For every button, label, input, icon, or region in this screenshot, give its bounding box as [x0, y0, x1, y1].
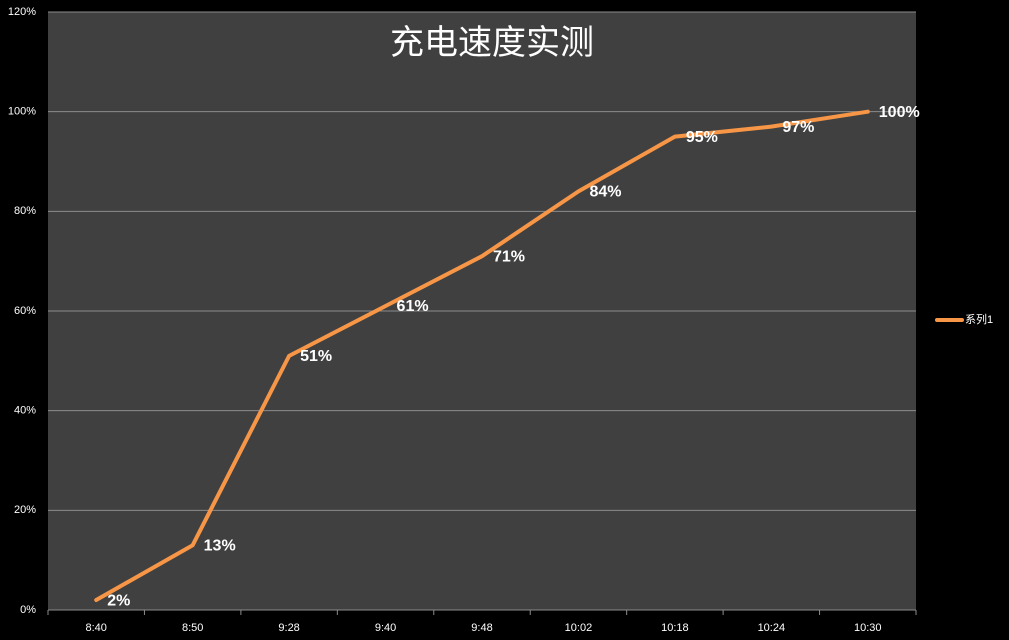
data-label: 100%	[879, 104, 920, 121]
x-tick-label: 8:40	[86, 622, 107, 634]
x-tick-label: 10:24	[758, 622, 786, 634]
data-label: 97%	[782, 119, 814, 136]
y-tick-label: 100%	[8, 106, 36, 118]
data-label: 13%	[204, 537, 236, 554]
x-tick-label: 10:02	[565, 622, 593, 634]
y-tick-label: 120%	[8, 6, 36, 18]
x-tick-label: 8:50	[182, 622, 203, 634]
data-label: 2%	[107, 592, 130, 609]
chart-title: 充电速度实测	[390, 24, 594, 62]
y-tick-label: 60%	[14, 305, 36, 317]
y-tick-label: 40%	[14, 405, 36, 417]
y-tick-label: 80%	[14, 205, 36, 217]
line	[94, 109, 870, 603]
data-label: 51%	[300, 348, 332, 365]
legend-label: 系列1	[965, 312, 993, 326]
data-label: 61%	[397, 298, 429, 315]
y-tick-label: 0%	[20, 604, 36, 616]
data-label: 95%	[686, 129, 718, 146]
x-tick-label: 10:30	[854, 622, 882, 634]
data-label: 71%	[493, 248, 525, 265]
x-tick-label: 9:28	[278, 622, 299, 634]
y-tick-label: 20%	[14, 504, 36, 516]
x-tick-label: 10:18	[661, 622, 689, 634]
x-tick-label: 9:40	[375, 622, 396, 634]
x-tick-label: 9:48	[471, 622, 492, 634]
data-label: 84%	[589, 184, 621, 201]
